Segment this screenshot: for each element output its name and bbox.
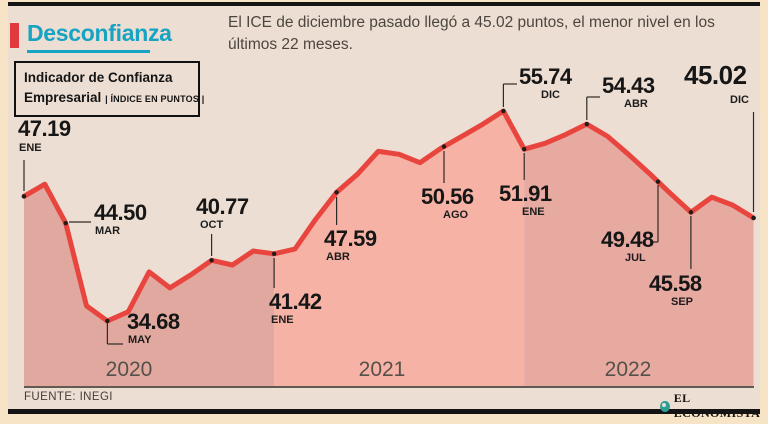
indicator-title-line2: Empresarial | ÍNDICE EN PUNTOS | [24,88,204,108]
year-label-2021: 2021 [358,358,406,381]
data-point-ene-2021 [271,251,277,256]
annotation-value-mar-2020: 44.50 [94,200,147,225]
data-point-abr-2022 [584,121,589,127]
indicator-title-line1: Indicador de Confianza [24,70,173,85]
annotation-month-mar-2020: MAR [95,225,121,237]
data-point-jul-2022 [655,179,661,184]
year-band-2021 [274,111,525,386]
annotation-value-abr-2022: 54.43 [602,73,655,98]
bottom-rule [8,409,760,414]
chart-subtitle: El ICE de diciembre pasado llegó a 45.02… [228,14,715,53]
el-economista-icon [660,400,670,412]
annotation-value-ene-2022: 51.91 [499,181,552,206]
year-label-2020: 2020 [105,358,153,381]
annotation-month-oct-2020: OCT [200,219,224,231]
accent-block [10,23,19,48]
annotation-value-jul-2022: 49.48 [601,227,654,252]
data-point-ene-2020 [21,194,27,199]
title-underline [27,50,150,53]
annotation-month-ene-2022: ENE [522,206,545,218]
annotation-month-sep-2022: SEP [671,296,694,308]
year-band-2022 [524,124,754,386]
annotation-month-ago-2021: AGO [443,209,469,221]
source-label: FUENTE: INEGI [24,391,113,403]
year-band-2020 [24,184,275,386]
annotation-value-ene-2021: 41.42 [269,289,322,314]
annotation-month-abr-2022: ABR [624,98,648,110]
confidence-line [21,108,756,324]
annotation-month-ene-2021: ENE [271,314,294,326]
data-point-dic-2021 [501,108,506,114]
annotation-month-dic-2021: DIC [541,89,560,101]
annotation-value-may-2020: 34.68 [127,309,180,334]
brand-logo: EL ECONOMISTA [660,391,768,421]
indicator-title-line2-text: Empresarial [24,90,102,106]
indicator-legend-box: Indicador de Confianza Empresarial | ÍND… [14,61,204,117]
data-point-mar-2020 [63,220,68,226]
data-point-dic-2022 [751,215,756,221]
annotation-month-abr-2021: ABR [326,251,350,263]
annotation-value-dic-2021: 55.74 [519,64,572,89]
annotation-value-ene-2020: 47.19 [18,116,71,141]
top-rule [8,2,760,6]
annotation-value-dic-2022: 45.02 [684,60,747,90]
data-point-ene-2022 [522,146,527,152]
data-point-abr-2021 [334,190,339,195]
brand-name: EL ECONOMISTA [673,391,761,420]
data-point-may-2020 [105,318,110,324]
data-point-oct-2020 [209,258,214,263]
annotation-month-may-2020: MAY [128,334,152,346]
page-title: Desconfianza [27,20,172,46]
annotation-value-abr-2021: 47.59 [324,226,377,251]
annotation-month-ene-2020: ENE [19,142,42,154]
year-label-2022: 2022 [604,358,652,381]
annotation-value-oct-2020: 40.77 [196,194,249,219]
data-point-sep-2022 [688,210,694,215]
indicator-unit-note: | ÍNDICE EN PUNTOS | [105,94,205,105]
data-point-ago-2021 [441,144,447,149]
annotation-month-jul-2022: JUL [625,252,646,264]
annotation-value-sep-2022: 45.58 [649,271,702,296]
annotation-value-ago-2021: 50.56 [421,184,474,209]
annotation-month-dic-2022: DIC [730,94,749,106]
